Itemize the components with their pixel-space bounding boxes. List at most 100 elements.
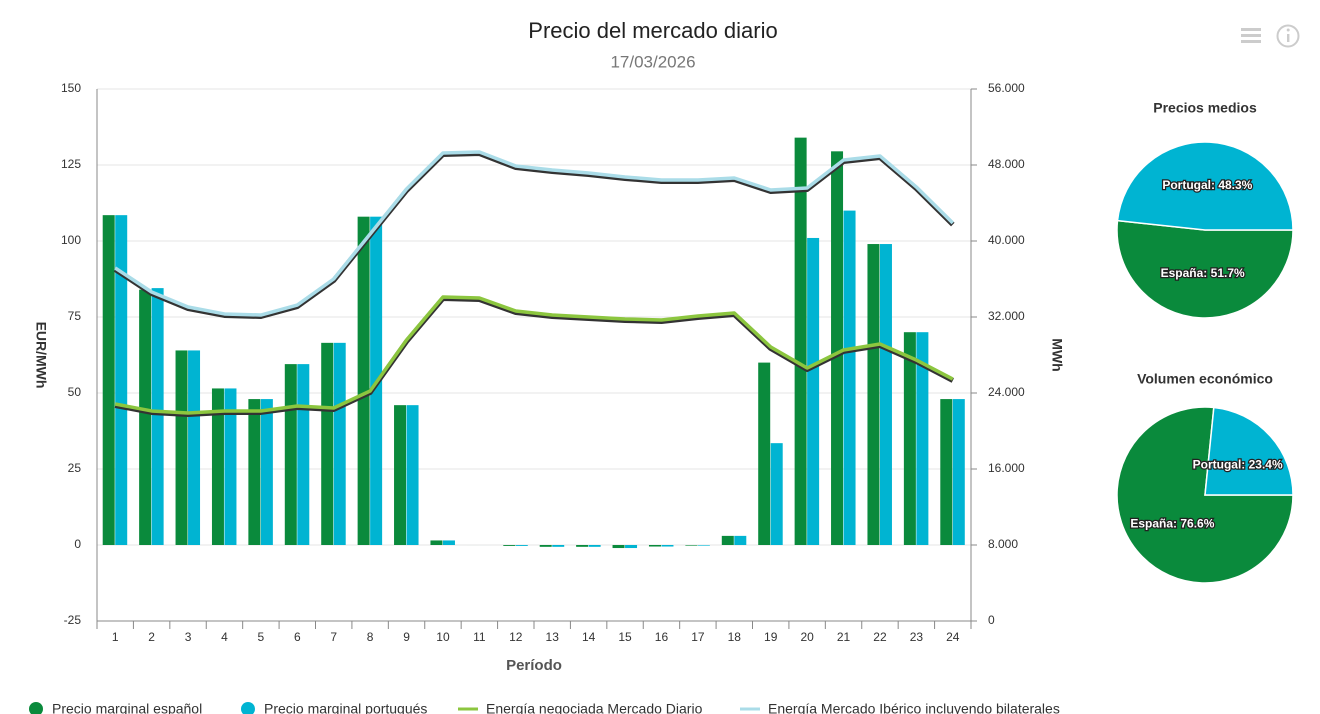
chart-title: Precio del mercado diario: [528, 18, 777, 43]
x-tick-label: 5: [258, 630, 265, 644]
bar: [661, 545, 674, 547]
x-tick-label: 17: [691, 630, 705, 644]
y-tick-label: 0: [74, 537, 81, 551]
bar: [831, 151, 844, 545]
bar: [406, 405, 419, 545]
bar: [903, 332, 916, 545]
pie-label: España: 51.7%: [1161, 266, 1245, 280]
pie-slice: [1204, 406, 1294, 496]
bar: [867, 244, 880, 546]
x-tick-label: 24: [946, 630, 960, 644]
bar: [394, 405, 407, 545]
bar: [430, 540, 443, 545]
bar: [442, 540, 455, 545]
line-shadow: [113, 150, 955, 320]
x-tick-label: 1: [112, 630, 119, 644]
x-tick-label: 16: [655, 630, 669, 644]
bar: [224, 388, 237, 545]
bar: [333, 342, 346, 545]
y2-tick-label: 24.000: [988, 385, 1025, 399]
bar: [357, 216, 370, 545]
bar: [685, 545, 698, 546]
y-tick-label: 25: [68, 461, 82, 475]
x-tick-label: 12: [509, 630, 523, 644]
line: [114, 295, 954, 415]
bar: [211, 388, 224, 545]
bar: [770, 443, 783, 545]
y2-tick-label: 48.000: [988, 157, 1025, 171]
menu-icon[interactable]: [1241, 28, 1261, 43]
y-tick-label: 125: [61, 157, 81, 171]
x-tick-label: 3: [185, 630, 192, 644]
x-tick-label: 7: [330, 630, 337, 644]
x-tick-label: 20: [800, 630, 814, 644]
bar: [515, 545, 528, 546]
y2-tick-label: 32.000: [988, 309, 1025, 323]
bar: [151, 288, 164, 545]
legend-symbol: [29, 702, 43, 714]
y2-tick-label: 40.000: [988, 233, 1025, 247]
legend-label: Energía Mercado Ibérico incluyendo bilat…: [768, 701, 1060, 714]
bar: [879, 244, 892, 546]
bar: [697, 545, 710, 546]
y-tick-label: 50: [68, 385, 82, 399]
info-icon[interactable]: [1276, 24, 1300, 48]
y2-tick-label: 16.000: [988, 461, 1025, 475]
bar: [807, 237, 820, 545]
legend-item[interactable]: Precio marginal español: [29, 701, 202, 714]
pie-label: España: 76.6%: [1130, 517, 1214, 531]
y-tick-label: -25: [64, 613, 82, 627]
bar: [139, 289, 152, 545]
x-tick-label: 22: [873, 630, 887, 644]
bar: [794, 137, 807, 545]
bar: [588, 545, 601, 547]
bar: [539, 545, 552, 547]
x-tick-label: 21: [837, 630, 851, 644]
bar: [175, 350, 188, 545]
bar: [102, 215, 115, 545]
legend-label: Precio marginal portugués: [264, 701, 427, 714]
legend-label: Energía negociada Mercado Diario: [486, 701, 703, 714]
legend-symbol: [241, 702, 255, 714]
y2-tick-label: 56.000: [988, 81, 1025, 95]
legend-item[interactable]: Energía negociada Mercado Diario: [458, 701, 703, 714]
pie-label: Portugal: 48.3%: [1162, 178, 1252, 192]
x-tick-label: 14: [582, 630, 596, 644]
y2-tick-label: 0: [988, 613, 995, 627]
pie-slice: [1116, 219, 1294, 319]
y-axis-title: EUR/MWh: [33, 322, 49, 389]
legend-item[interactable]: Precio marginal portugués: [241, 701, 427, 714]
bar: [576, 545, 589, 547]
x-tick-label: 18: [728, 630, 742, 644]
x-tick-label: 6: [294, 630, 301, 644]
bar: [503, 545, 516, 546]
x-tick-label: 13: [546, 630, 560, 644]
pie-title: Volumen económico: [1137, 371, 1273, 387]
y-tick-label: 100: [61, 233, 81, 247]
legend-item[interactable]: Energía Mercado Ibérico incluyendo bilat…: [740, 701, 1060, 714]
x-tick-label: 8: [367, 630, 374, 644]
bar: [297, 364, 310, 545]
bar: [952, 399, 965, 545]
pie-label: Portugal: 23.4%: [1193, 458, 1283, 472]
bar: [916, 332, 929, 545]
y-tick-label: 150: [61, 81, 81, 95]
bar: [721, 535, 734, 545]
y-tick-label: 75: [68, 309, 82, 323]
legend-label: Precio marginal español: [52, 701, 202, 714]
bar: [843, 210, 856, 545]
chart-subtitle: 17/03/2026: [610, 52, 695, 71]
bar: [321, 342, 334, 545]
x-tick-label: 23: [910, 630, 924, 644]
bar: [758, 362, 771, 545]
x-tick-label: 10: [436, 630, 450, 644]
pie-slice: [1116, 141, 1294, 231]
x-tick-label: 2: [148, 630, 155, 644]
x-axis-title: Período: [506, 657, 562, 674]
y2-axis-title: MWh: [1049, 338, 1065, 371]
bar: [115, 215, 128, 545]
bar: [284, 364, 297, 545]
y2-tick-label: 8.000: [988, 537, 1018, 551]
bar: [260, 399, 273, 545]
